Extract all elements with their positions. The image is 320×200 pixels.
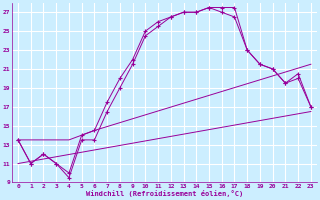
X-axis label: Windchill (Refroidissement éolien,°C): Windchill (Refroidissement éolien,°C) <box>86 190 243 197</box>
